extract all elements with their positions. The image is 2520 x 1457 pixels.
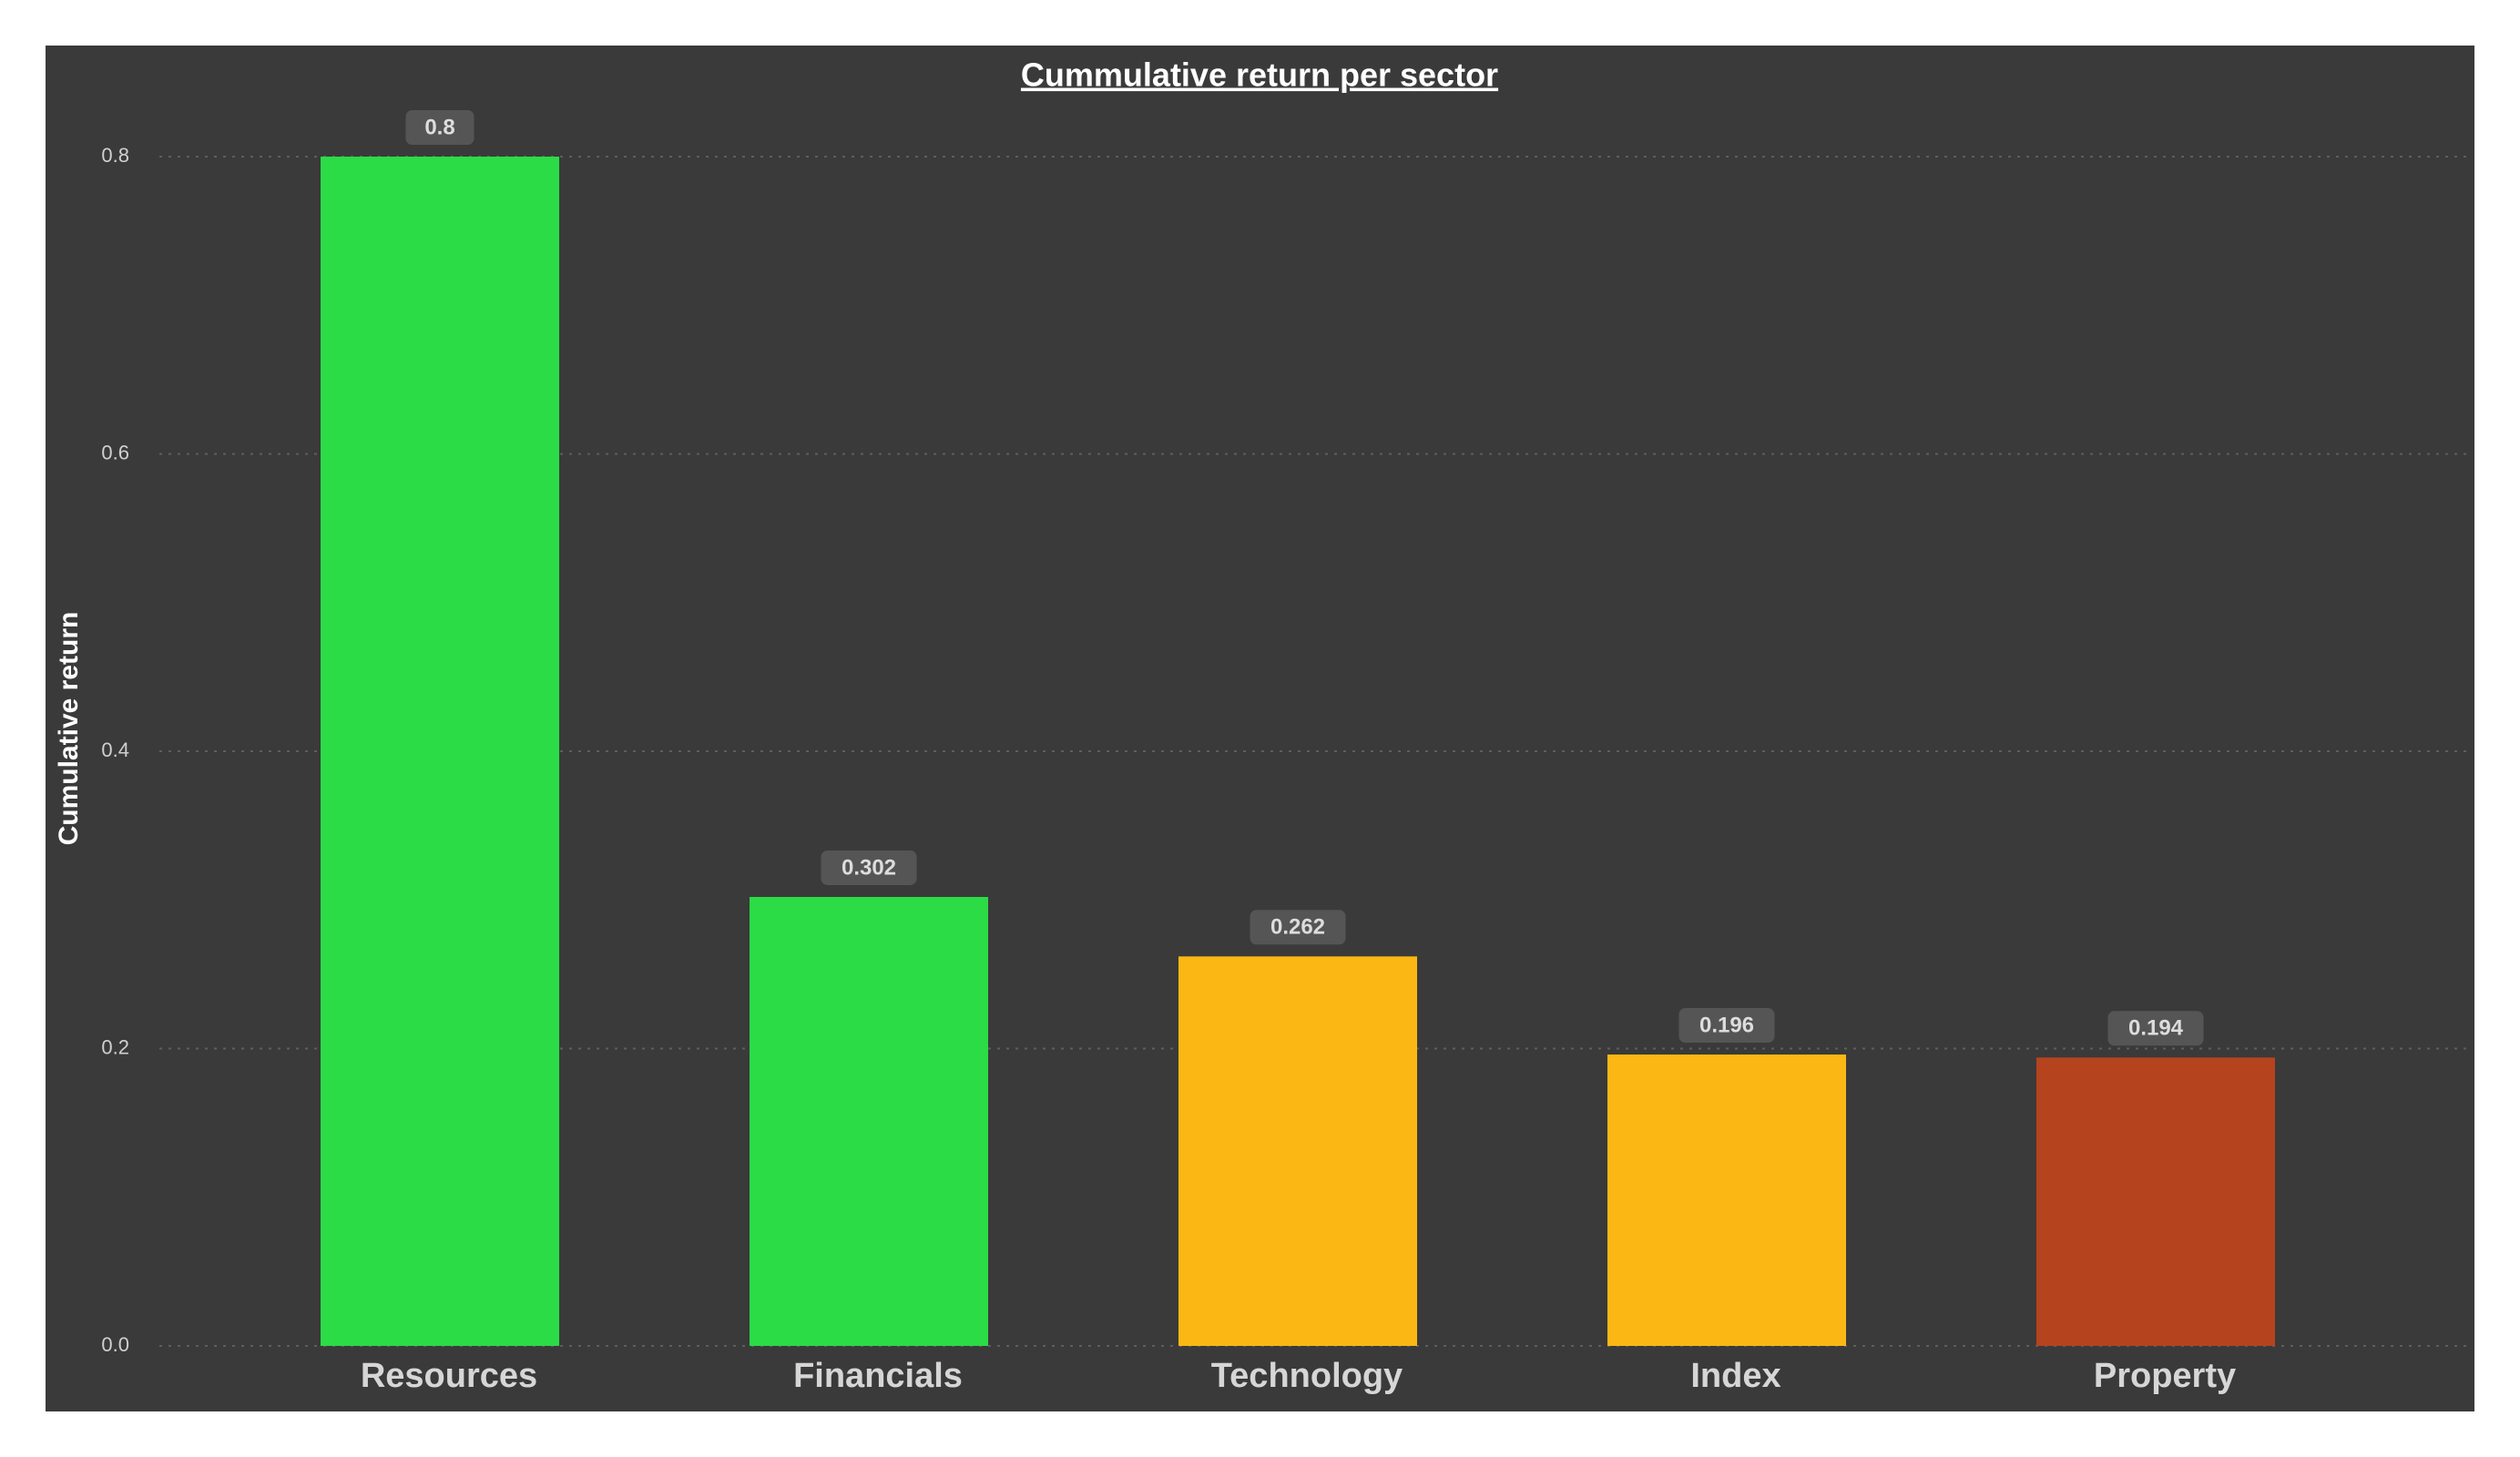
y-tick-label: 0.2 bbox=[101, 1035, 129, 1058]
y-tick-label: 0.4 bbox=[101, 739, 129, 761]
bar-resources bbox=[321, 157, 559, 1346]
y-tick-label: 0.6 bbox=[101, 441, 129, 464]
data-label: 0.194 bbox=[2128, 1016, 2184, 1041]
x-tick-label: Technology bbox=[1211, 1357, 1403, 1395]
chart-title: Cummulative return per sector bbox=[1021, 56, 1498, 94]
bars bbox=[321, 157, 2275, 1346]
x-tick-label: Resources bbox=[361, 1357, 537, 1395]
bar-property bbox=[2036, 1057, 2275, 1346]
data-label-background bbox=[2107, 1011, 2204, 1046]
bar-financials bbox=[750, 896, 988, 1346]
y-axis-ticks: 0.0 0.2 0.4 0.6 0.8 bbox=[101, 144, 129, 1356]
x-tick-label: Financials bbox=[793, 1357, 963, 1395]
x-tick-label: Index bbox=[1690, 1357, 1780, 1395]
data-label-background bbox=[405, 110, 474, 145]
data-label-background bbox=[1250, 910, 1346, 945]
data-label-background bbox=[821, 850, 917, 885]
y-tick-label: 0.0 bbox=[101, 1333, 129, 1356]
x-tick-label: Property bbox=[2094, 1357, 2236, 1395]
data-label: 0.302 bbox=[842, 855, 896, 880]
data-label: 0.196 bbox=[1699, 1013, 1754, 1037]
x-axis-ticks: Resources Financials Technology Index Proper… bbox=[361, 1357, 2236, 1395]
bar-chart: Cummulative return per sector Cumulative… bbox=[54, 56, 2468, 1395]
bar-technology bbox=[1178, 956, 1417, 1346]
y-axis-label: Cumulative return bbox=[54, 612, 84, 846]
data-label: 0.8 bbox=[424, 115, 454, 139]
data-label: 0.262 bbox=[1270, 915, 1325, 940]
data-labels: 0.8 0.302 0.262 0.196 0.194 bbox=[405, 110, 2204, 1046]
bar-index bbox=[1607, 1055, 1846, 1346]
data-label-background bbox=[1678, 1008, 1775, 1044]
y-tick-label: 0.8 bbox=[101, 144, 129, 167]
chart-panel: Cummulative return per sector Cumulative… bbox=[46, 46, 2474, 1411]
